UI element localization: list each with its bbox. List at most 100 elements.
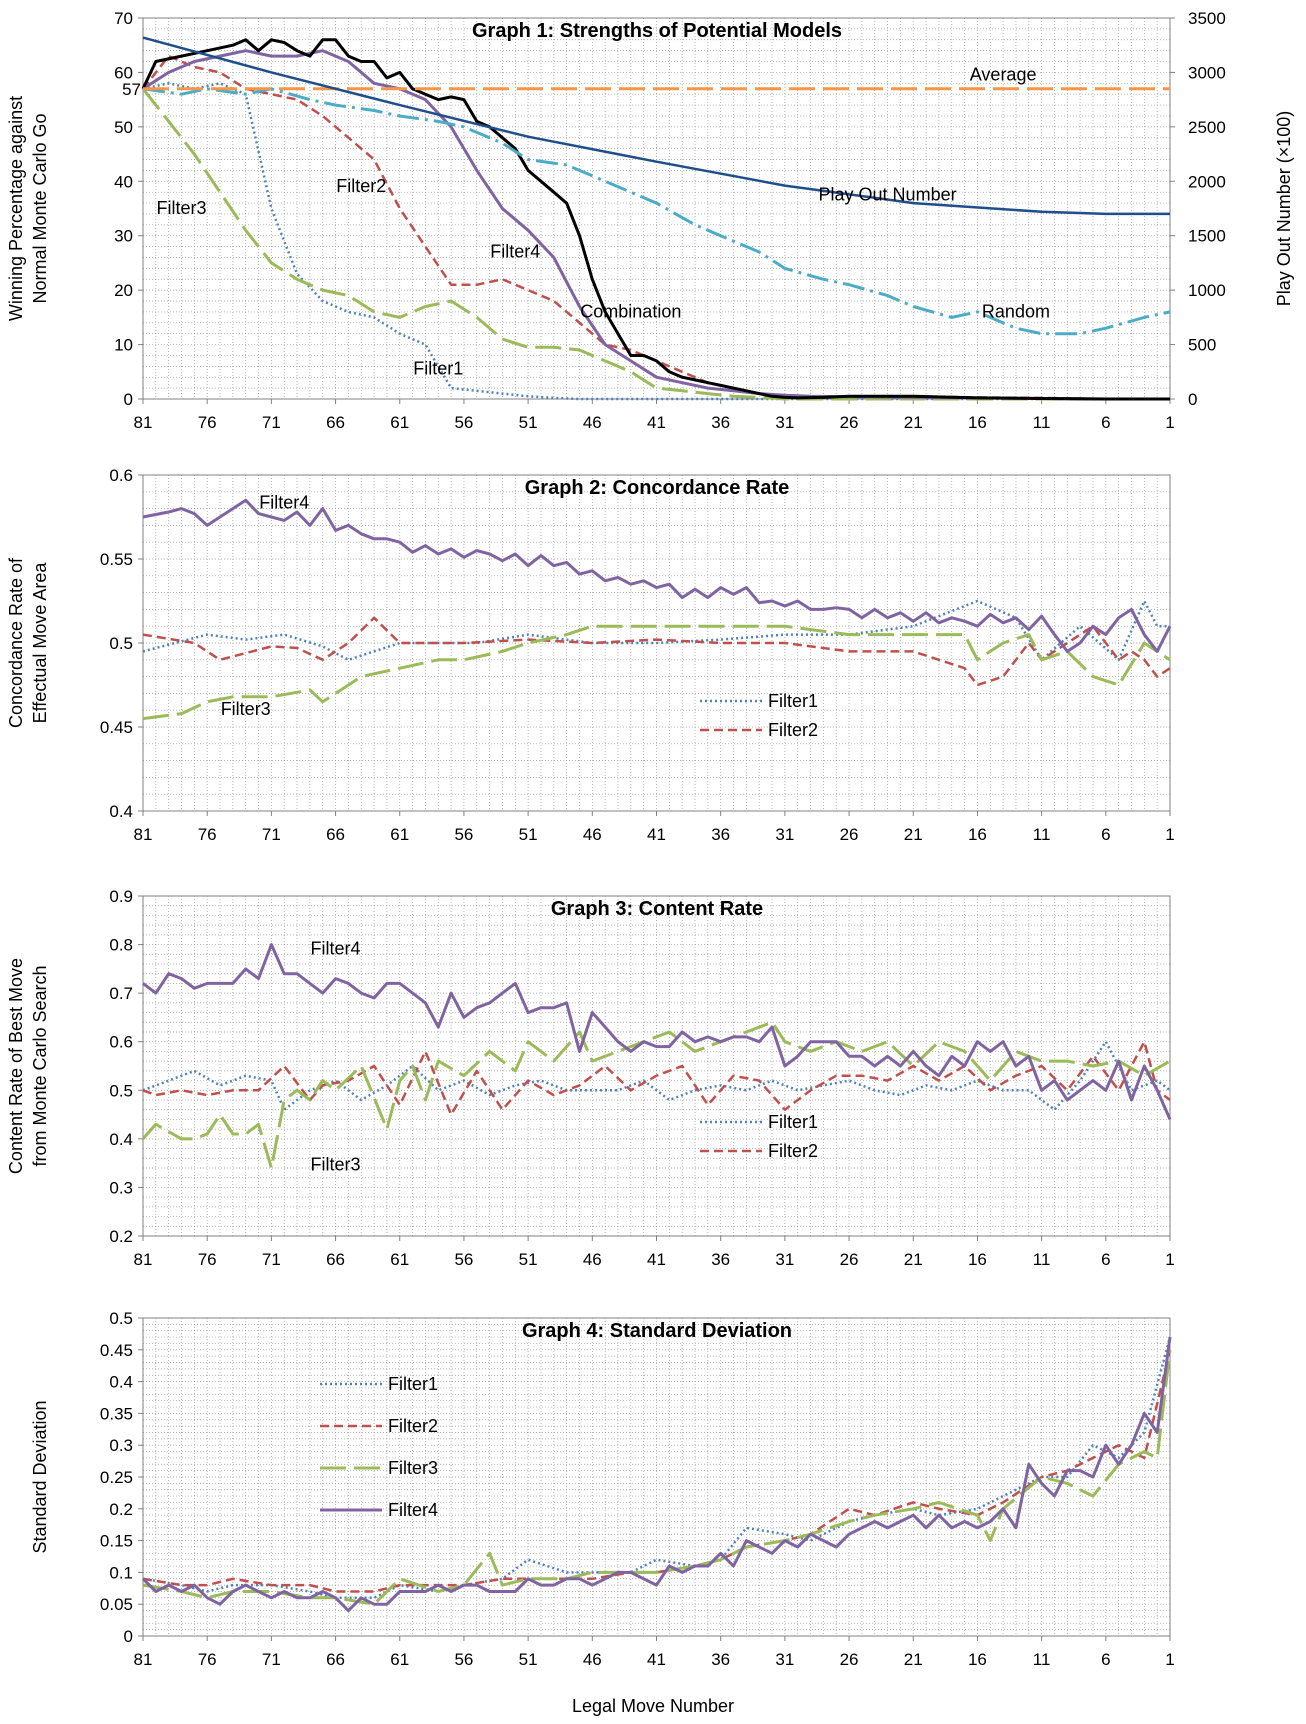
series-line-play-out-number <box>142 36 1170 216</box>
series-line-filter2 <box>142 616 1171 687</box>
x-tick-label: 71 <box>262 1250 281 1269</box>
y-tick-label: 30 <box>114 227 133 246</box>
x-tick-label: 66 <box>326 413 345 432</box>
series-line-filter4 <box>142 943 1172 1121</box>
x-tick-label: 36 <box>711 1250 730 1269</box>
y2-tick-label: 3500 <box>1188 9 1226 28</box>
y-tick-label: 0.3 <box>109 1178 133 1197</box>
x-tick-label: 1 <box>1165 1250 1174 1269</box>
annotation-play-out-number: Play Out Number <box>819 184 957 204</box>
x-tick-label: 31 <box>775 413 794 432</box>
series-line-filter2 <box>142 54 1170 401</box>
y-tick-label: 50 <box>114 118 133 137</box>
y-tick-label: 0.3 <box>109 1436 133 1455</box>
y2-tick-label: 1500 <box>1188 227 1226 246</box>
y-tick-label: 0 <box>124 390 133 409</box>
x-tick-label: 6 <box>1101 413 1110 432</box>
x-tick-label: 16 <box>968 825 987 844</box>
chart-title: Graph 2: Concordance Rate <box>525 477 790 499</box>
x-tick-label: 81 <box>134 1250 153 1269</box>
y-tick-label: 0.4 <box>109 1130 133 1149</box>
y-tick-label: 0.45 <box>100 718 133 737</box>
x-tick-label: 16 <box>968 413 987 432</box>
x-tick-label: 11 <box>1033 825 1051 844</box>
y-tick-label: 0.4 <box>109 802 133 821</box>
legend-label-filter3: Filter3 <box>388 1458 438 1478</box>
x-tick-label: 36 <box>711 413 730 432</box>
series-line-filter1 <box>142 82 1170 401</box>
x-tick-label: 81 <box>134 1650 153 1669</box>
chart-title: Graph 3: Content Rate <box>551 898 763 920</box>
y2-tick-label: 1000 <box>1188 281 1226 300</box>
y-axis-label: Content Rate of Best Move <box>6 958 26 1174</box>
y-axis-label: Winning Percentage against <box>6 96 26 321</box>
x-tick-label: 11 <box>1033 1650 1051 1669</box>
annotation-filter2: Filter2 <box>336 176 386 196</box>
x-tick-label: 76 <box>198 825 217 844</box>
x-tick-label: 46 <box>583 1250 602 1269</box>
legend-label-filter2: Filter2 <box>768 720 818 740</box>
legend-label-filter1: Filter1 <box>388 1374 438 1394</box>
y2-tick-label: 3000 <box>1188 63 1226 82</box>
x-tick-label: 26 <box>840 1650 859 1669</box>
y-tick-label: 70 <box>114 9 133 28</box>
x-tick-label: 51 <box>519 1250 538 1269</box>
x-tick-label: 41 <box>647 825 666 844</box>
y-tick-label: 0.5 <box>109 634 133 653</box>
y-tick-label: 0.9 <box>109 887 133 906</box>
series-line-filter4 <box>142 498 1172 653</box>
legend-label-filter2: Filter2 <box>768 1141 818 1161</box>
x-tick-label: 61 <box>390 1650 409 1669</box>
chart-title: Graph 1: Strengths of Potential Models <box>472 20 842 42</box>
y-tick-label: 0.05 <box>100 1595 133 1614</box>
x-tick-label: 81 <box>134 413 153 432</box>
x-tick-label: 51 <box>519 1650 538 1669</box>
series-line-filter1 <box>142 599 1170 662</box>
y-tick-label: 0 <box>124 1627 133 1646</box>
y2-tick-label: 500 <box>1188 336 1216 355</box>
x-tick-label: 46 <box>583 413 602 432</box>
x-tick-label: 61 <box>390 825 409 844</box>
series-line-filter3 <box>142 624 1171 721</box>
x-tick-label: 31 <box>775 825 794 844</box>
annotation-filter3: Filter3 <box>157 198 207 218</box>
x-tick-label: 71 <box>262 825 281 844</box>
graph-2-concordance-rate: 0.40.450.50.550.681 76 71 66 61 56 51 46 41 36 31 2… <box>6 466 1175 844</box>
x-tick-label: 1 <box>1165 825 1174 844</box>
y2-tick-label: 0 <box>1188 390 1197 409</box>
y-tick-label: 0.8 <box>109 936 133 955</box>
x-tick-label: 66 <box>326 1250 345 1269</box>
annotation-filter3: Filter3 <box>311 1154 361 1174</box>
y-tick-label: 60 <box>114 63 133 82</box>
x-tick-label: 46 <box>583 1650 602 1669</box>
x-tick-label: 31 <box>775 1250 794 1269</box>
x-tick-label: 56 <box>454 825 473 844</box>
y-tick-label: 10 <box>114 336 133 355</box>
y-axis-label: Effectual Move Area <box>30 562 50 724</box>
y-tick-label: 0.7 <box>109 984 133 1003</box>
x-tick-label: 16 <box>968 1650 987 1669</box>
x-tick-label: 6 <box>1101 1250 1110 1269</box>
x-tick-label: 51 <box>519 825 538 844</box>
y-tick-label: 0.1 <box>109 1563 133 1582</box>
y-axis-label: from Monte Carlo Search <box>30 965 50 1166</box>
x-tick-label: 26 <box>840 1250 859 1269</box>
x-tick-label: 71 <box>262 413 281 432</box>
x-tick-label: 46 <box>583 825 602 844</box>
y-tick-label: 0.5 <box>109 1081 133 1100</box>
annotation-filter4: Filter4 <box>490 241 540 261</box>
x-tick-label: 41 <box>647 413 666 432</box>
series-line-filter4 <box>141 1336 1172 1613</box>
x-tick-label: 26 <box>840 825 859 844</box>
y-tick-label: 0.35 <box>100 1404 133 1423</box>
x-tick-label: 21 <box>904 825 923 844</box>
x-tick-label: 66 <box>326 825 345 844</box>
x-tick-label: 51 <box>519 413 538 432</box>
annotation-filter1: Filter1 <box>413 359 463 379</box>
legend-label-filter4: Filter4 <box>388 1500 438 1520</box>
x-tick-label: 76 <box>198 1250 217 1269</box>
y-tick-label: 0.2 <box>109 1227 133 1246</box>
x-tick-label: 11 <box>1033 1250 1051 1269</box>
y-tick-label: 40 <box>114 172 133 191</box>
y-tick-label: 0.5 <box>109 1309 133 1328</box>
